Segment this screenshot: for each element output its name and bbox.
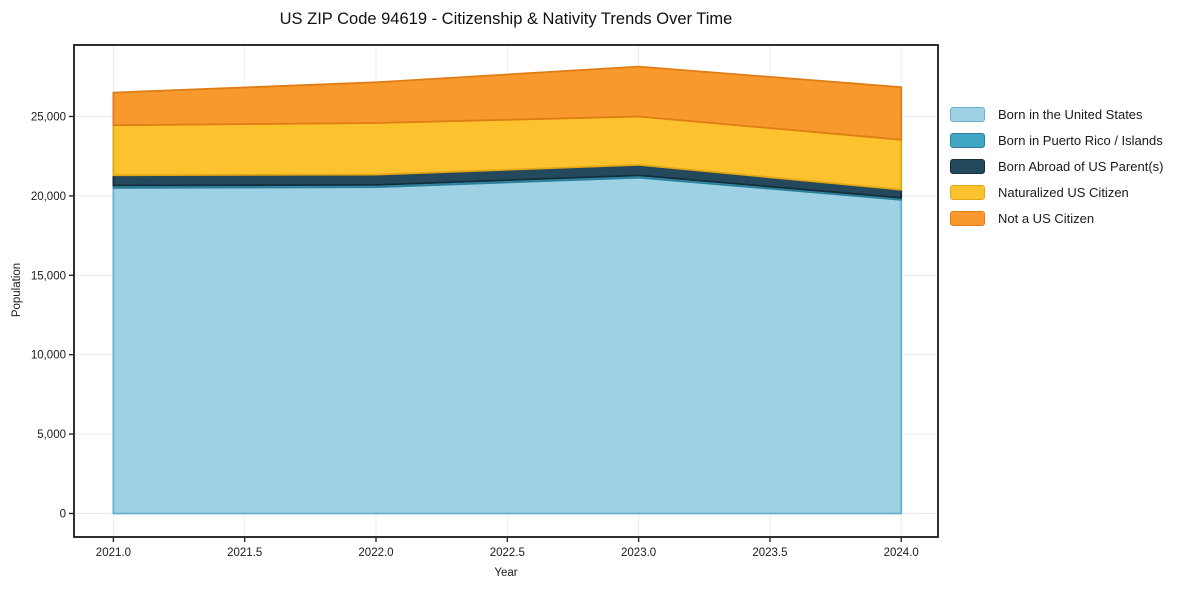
x-tick-label: 2022.5 (490, 547, 525, 559)
legend-label: Born Abroad of US Parent(s) (998, 158, 1164, 174)
plot-border (73, 44, 939, 538)
y-axis-ticks: 0 5,000 10,000 15,000 20,000 25,000 (31, 111, 74, 520)
legend-item-born-in-the-united-states: Born in the United States (950, 101, 1163, 127)
legend-swatch-naturalized-us-citizen (950, 184, 985, 200)
y-tick-label: 0 (60, 508, 66, 520)
legend-label: Born in Puerto Rico / Islands (998, 132, 1163, 148)
y-tick-label: 15,000 (31, 270, 66, 282)
x-tick-label: 2024.0 (884, 547, 919, 559)
y-tick-label: 20,000 (31, 191, 66, 203)
legend-swatch-born-in-puerto-rico-islands (950, 132, 985, 148)
legend-label: Naturalized US Citizen (998, 184, 1129, 200)
legend-item-naturalized-us-citizen: Naturalized US Citizen (950, 179, 1163, 205)
y-tick-label: 10,000 (31, 350, 66, 362)
x-tick-label: 2021.0 (96, 547, 131, 559)
area-not-a-us-citizen (112, 65, 903, 141)
x-tick-label: 2021.5 (227, 547, 262, 559)
chart-title: US ZIP Code 94619 - Citizenship & Nativi… (280, 10, 733, 28)
legend-item-born-in-puerto-rico-islands: Born in Puerto Rico / Islands (950, 127, 1163, 153)
x-axis-ticks: 2021.0 2021.5 2022.0 2022.5 2023.0 2023.5 2024… (96, 537, 919, 559)
x-axis-label: Year (494, 567, 517, 579)
x-tick-label: 2023.5 (752, 547, 787, 559)
legend-item-born-abroad-of-us-parent-s: Born Abroad of US Parent(s) (950, 153, 1163, 179)
area-born-in-the-united-states (112, 176, 903, 515)
legend: Born in the United States Born in Puerto … (950, 101, 1163, 231)
y-axis-label: Population (11, 263, 23, 317)
legend-swatch-not-a-us-citizen (950, 210, 985, 226)
y-tick-label: 5,000 (37, 429, 66, 441)
legend-swatch-born-in-the-united-states (950, 106, 985, 122)
legend-label: Born in the United States (998, 106, 1143, 122)
area-series (112, 65, 903, 515)
y-tick-label: 25,000 (31, 111, 66, 123)
x-tick-label: 2023.0 (621, 547, 656, 559)
legend-item-not-a-us-citizen: Not a US Citizen (950, 205, 1163, 231)
legend-label: Not a US Citizen (998, 210, 1095, 226)
legend-swatch-born-abroad-of-us-parent-s (950, 158, 985, 174)
x-tick-label: 2022.0 (358, 547, 393, 559)
